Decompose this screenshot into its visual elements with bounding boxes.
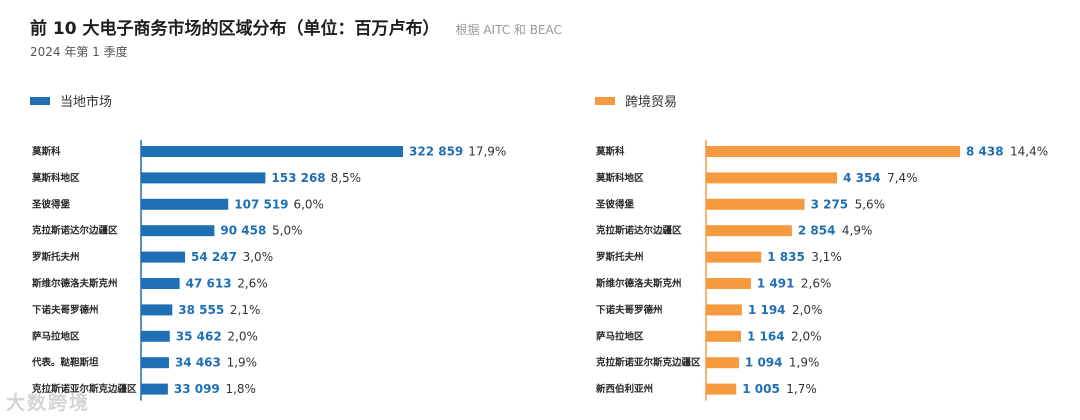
local-value-label: 47 613: [186, 277, 232, 291]
local-share-label: 2,6%: [237, 277, 267, 291]
local-bar: [141, 357, 169, 369]
cross-category-label: 下诺夫哥罗德州: [596, 304, 663, 316]
local-share-label: 3,0%: [243, 250, 274, 264]
cross-value-label: 3 275: [811, 197, 849, 211]
legend-local-label: 当地市场: [60, 95, 113, 110]
local-category-label: 下诺夫哥罗德州: [32, 304, 99, 316]
cross-share-label: 2,6%: [801, 277, 832, 291]
cross-share-label: 4,9%: [842, 224, 873, 238]
chart-header: 前 10 大电子商务市场的区域分布（单位：百万卢布） 根据 AITC 和 BEA…: [30, 14, 562, 39]
legend-local: 当地市场: [30, 91, 112, 110]
legend-cross-swatch: [595, 96, 615, 105]
cross-share-label: 1,9%: [789, 356, 820, 370]
cross-bar: [706, 172, 838, 184]
cross-share-label: 14,4%: [1010, 145, 1048, 159]
cross-bar: [706, 383, 737, 395]
cross-category-label: 克拉斯诺达尔边疆区: [596, 225, 682, 237]
cross-bar: [706, 251, 762, 263]
chart-title: 前 10 大电子商务市场的区域分布（单位：百万卢布）: [30, 19, 440, 39]
local-category-label: 莫斯科地区: [31, 172, 80, 184]
local-share-label: 2,1%: [230, 303, 261, 317]
local-value-label: 107 519: [234, 197, 288, 211]
local-category-label: 罗斯托夫州: [32, 251, 80, 263]
cross-share-label: 1,7%: [786, 382, 817, 396]
cross-category-label: 罗斯托夫州: [596, 251, 644, 263]
local-category-label: 代表。鞑靼斯坦: [31, 357, 99, 369]
cross-value-label: 1 094: [745, 356, 783, 370]
local-value-label: 35 462: [176, 329, 222, 343]
local-share-label: 17,9%: [468, 145, 506, 159]
local-category-label: 萨马拉地区: [32, 330, 80, 342]
local-bar: [141, 278, 180, 289]
cross-value-label: 1 491: [757, 277, 795, 291]
local-value-label: 33 099: [174, 382, 220, 396]
local-value-label: 322 859: [409, 145, 463, 159]
local-value-label: 38 555: [178, 303, 224, 317]
local-category-label: 斯维尔德洛夫斯克州: [32, 278, 118, 290]
cross-bar: [706, 357, 739, 369]
chart-subtitle: 2024 年第 1 季度: [30, 45, 128, 59]
cross-bar: [706, 225, 792, 237]
local-category-label: 莫斯科: [31, 146, 61, 158]
local-share-label: 2,0%: [227, 329, 258, 343]
cross-category-label: 莫斯科地区: [595, 172, 644, 184]
cross-bar: [706, 330, 742, 342]
local-share-label: 6,0%: [293, 197, 324, 211]
local-category-label: 克拉斯诺亚尔斯克边疆区: [32, 383, 137, 395]
cross-value-label: 4 354: [843, 171, 881, 185]
local-category-label: 圣彼得堡: [31, 198, 71, 210]
local-share-label: 1,9%: [227, 356, 258, 370]
cross-share-label: 5,6%: [855, 197, 886, 211]
cross-category-label: 圣彼得堡: [595, 198, 635, 210]
local-share-label: 1,8%: [225, 382, 256, 396]
local-share-label: 8,5%: [331, 171, 362, 185]
watermark-text: 大数跨境: [6, 392, 91, 414]
cross-value-label: 8 438: [966, 145, 1004, 159]
cross-category-label: 斯维尔德洛夫斯克州: [596, 278, 682, 290]
cross-category-label: 新西伯利亚州: [596, 383, 653, 395]
chart-source: 根据 AITC 和 BEAC: [455, 23, 562, 37]
local-value-label: 153 268: [271, 171, 325, 185]
local-bar: [141, 304, 173, 316]
local-value-label: 54 247: [191, 250, 237, 264]
local-bar: [141, 198, 229, 210]
local-bar: [141, 383, 168, 395]
local-bar: [141, 251, 186, 263]
legend-cross-label: 跨境贸易: [625, 95, 678, 110]
cross-value-label: 1 005: [742, 382, 780, 396]
local-category-label: 克拉斯诺达尔边疆区: [32, 225, 118, 237]
local-value-label: 34 463: [175, 356, 221, 370]
cross-bar: [706, 278, 751, 289]
local-bar: [141, 330, 170, 342]
legend-local-swatch: [30, 96, 50, 105]
cross-category-label: 莫斯科: [595, 146, 625, 158]
local-bar: [141, 146, 403, 157]
cross-value-label: 1 835: [767, 250, 805, 264]
cross-value-label: 1 164: [747, 329, 785, 343]
cross-share-label: 2,0%: [791, 329, 822, 343]
cross-category-label: 克拉斯诺亚尔斯克边疆区: [596, 357, 701, 369]
cross-category-label: 萨马拉地区: [596, 330, 644, 342]
local-value-label: 90 458: [220, 224, 266, 238]
cross-bar: [706, 304, 742, 316]
local-bar: [141, 225, 215, 237]
local-share-label: 5,0%: [272, 224, 303, 238]
local-bar: [141, 172, 266, 184]
cross-share-label: 7,4%: [887, 171, 918, 185]
cross-value-label: 2 854: [798, 224, 836, 238]
cross-bar: [706, 198, 805, 210]
cross-value-label: 1 194: [748, 303, 786, 317]
cross-bar: [706, 146, 960, 157]
legend-cross: 跨境贸易: [595, 91, 677, 110]
cross-share-label: 2,0%: [792, 303, 823, 317]
cross-share-label: 3,1%: [811, 250, 842, 264]
